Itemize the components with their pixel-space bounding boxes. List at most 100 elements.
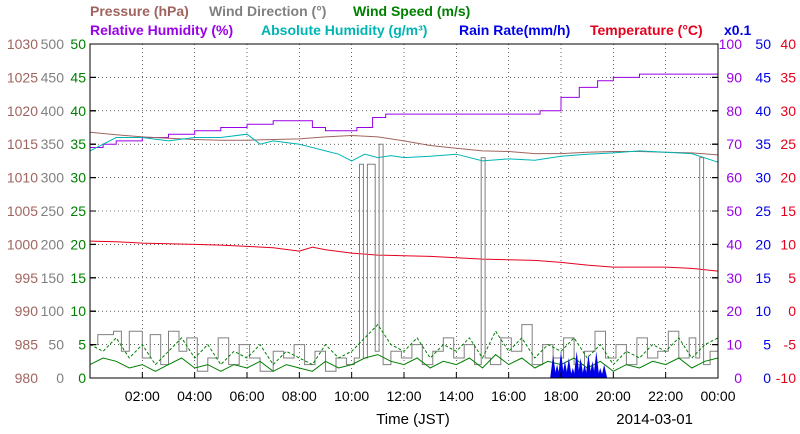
rain-rate-bar: [585, 354, 592, 378]
y-tick-label-pressure: 1015: [7, 136, 38, 152]
legend-absolute_humidity: Absolute Humidity (g/m³): [261, 22, 427, 38]
y-tick-label-relative_humidity: 80: [726, 103, 742, 119]
chart-date: 2014-03-01: [616, 411, 693, 428]
x-tick-label: 02:00: [125, 388, 160, 404]
series-line-wind_speed_max: [89, 323, 719, 366]
x-tick-label: 10:00: [334, 388, 369, 404]
rain-rate-bar: [561, 361, 568, 378]
rain-rate-bar: [577, 357, 584, 378]
x-tick-label: 16:00: [491, 388, 526, 404]
rain-rate-bar: [573, 351, 580, 378]
y-tick-label-pressure: 1000: [7, 236, 38, 252]
y-tick-label-rain_rate: 0: [763, 370, 771, 386]
y-tick-label-rain_rate: 20: [755, 236, 771, 252]
y-tick-label-temperature: 35: [780, 69, 796, 85]
rain-rate-bar: [593, 351, 600, 378]
x-tick-label: 18:00: [543, 388, 578, 404]
y-tick-label-wind_speed: 25: [70, 203, 86, 219]
x-tick-label: 14:00: [439, 388, 474, 404]
y-tick-label-relative_humidity: 60: [726, 170, 742, 186]
y-tick-label-rain_rate: 40: [755, 103, 771, 119]
x-tick-label: 04:00: [177, 388, 212, 404]
y-tick-label-wind_direction: 250: [41, 203, 65, 219]
y-tick-label-rain_rate: 15: [755, 270, 771, 286]
x-tick-label: 08:00: [282, 388, 317, 404]
y-tick-label-temperature: -5: [784, 337, 797, 353]
plot-frame: [89, 43, 719, 379]
y-tick-label-relative_humidity: 50: [726, 203, 742, 219]
y-tick-label-pressure: 995: [15, 270, 39, 286]
series-line-absolute_humidity: [89, 133, 719, 163]
y-tick-label-wind_direction: 400: [41, 103, 65, 119]
legend-temperature: Temperature (°C): [590, 22, 703, 38]
y-tick-label-pressure: 1005: [7, 203, 38, 219]
y-tick-label-rain_rate: 30: [755, 170, 771, 186]
x-tick-label: 12:00: [386, 388, 421, 404]
y-tick-label-wind_direction: 100: [41, 303, 65, 319]
right-axes: 0 10 20 30 40 50 60 70 80 90 100 0 5 10 15 20 25 30 35 40 45…: [90, 36, 796, 386]
y-tick-label-temperature: 0: [788, 303, 796, 319]
y-tick-label-pressure: 1025: [7, 69, 38, 85]
y-tick-label-wind_speed: 50: [70, 36, 86, 52]
y-tick-label-wind_speed: 15: [70, 270, 86, 286]
y-tick-label-pressure: 990: [15, 303, 39, 319]
y-tick-label-relative_humidity: 70: [726, 136, 742, 152]
y-tick-label-wind_speed: 20: [70, 236, 86, 252]
series-layer: [89, 73, 719, 378]
legend-relative_humidity: Relative Humidity (%): [90, 22, 233, 38]
y-tick-label-temperature: 10: [780, 236, 796, 252]
x-tick-label: 20:00: [596, 388, 631, 404]
y-tick-label-pressure: 1030: [7, 36, 38, 52]
y-tick-label-pressure: 980: [15, 370, 39, 386]
y-tick-label-temperature: 20: [780, 170, 796, 186]
rain-rate-bar: [558, 351, 564, 378]
legend-wind_direction: Wind Direction (°): [209, 3, 326, 19]
series-line-relative_humidity: [90, 73, 718, 148]
series-line-wind_speed_avg: [89, 353, 719, 372]
y-tick-label-relative_humidity: 90: [726, 69, 742, 85]
y-tick-label-wind_direction: 450: [41, 69, 65, 85]
y-tick-label-relative_humidity: 40: [726, 236, 742, 252]
rain-rate-bar: [601, 364, 608, 378]
y-tick-label-relative_humidity: 30: [726, 270, 742, 286]
x-axis-title: Time (JST): [376, 411, 450, 428]
y-tick-label-pressure: 1010: [7, 170, 38, 186]
grid-lines: [90, 44, 718, 378]
x-axis: 02:00 04:00 06:00 08:00 10:00 12:00 14:00 16:00…: [125, 372, 736, 404]
y-tick-label-rain_rate: 50: [755, 36, 771, 52]
x-tick-label: 00:00: [700, 388, 735, 404]
y-tick-label-rain_rate: 10: [755, 303, 771, 319]
y-tick-label-temperature: 25: [780, 136, 796, 152]
y-tick-label-wind_direction: 150: [41, 270, 65, 286]
y-tick-label-temperature: 5: [788, 270, 796, 286]
y-tick-label-wind_direction: 500: [41, 36, 65, 52]
legend-wind_speed: Wind Speed (m/s): [353, 3, 470, 19]
x-tick-label: 06:00: [229, 388, 264, 404]
y-tick-label-relative_humidity: 0: [734, 370, 742, 386]
rain-rate-bar: [565, 357, 572, 378]
legend: Pressure (hPa) Wind Direction (°) Wind Spe…: [90, 3, 751, 38]
y-tick-label-pressure: 1020: [7, 103, 38, 119]
y-tick-label-wind_direction: 200: [41, 236, 65, 252]
y-tick-label-wind_speed: 10: [70, 303, 86, 319]
y-tick-label-wind_direction: 350: [41, 136, 65, 152]
y-tick-label-temperature: 40: [780, 36, 796, 52]
y-tick-label-wind_direction: 0: [56, 370, 64, 386]
left-axes: 9809859909951000100510101015102010251030…: [7, 36, 86, 386]
legend-rain_rate: x0.1: [724, 22, 751, 38]
y-tick-label-rain_rate: 45: [755, 69, 771, 85]
series-line-wind_direction: [90, 143, 719, 372]
y-tick-label-rain_rate: 35: [755, 136, 771, 152]
y-tick-label-relative_humidity: 100: [719, 36, 743, 52]
y-tick-label-wind_speed: 5: [78, 337, 86, 353]
y-tick-label-temperature: -10: [776, 370, 796, 386]
y-tick-label-relative_humidity: 20: [726, 303, 742, 319]
y-tick-label-pressure: 985: [15, 337, 39, 353]
y-tick-label-wind_speed: 30: [70, 170, 86, 186]
y-tick-label-wind_direction: 50: [48, 337, 64, 353]
y-tick-label-rain_rate: 25: [755, 203, 771, 219]
y-tick-label-wind_speed: 45: [70, 69, 86, 85]
legend-pressure: Pressure (hPa): [90, 3, 189, 19]
x-tick-label: 22:00: [648, 388, 683, 404]
